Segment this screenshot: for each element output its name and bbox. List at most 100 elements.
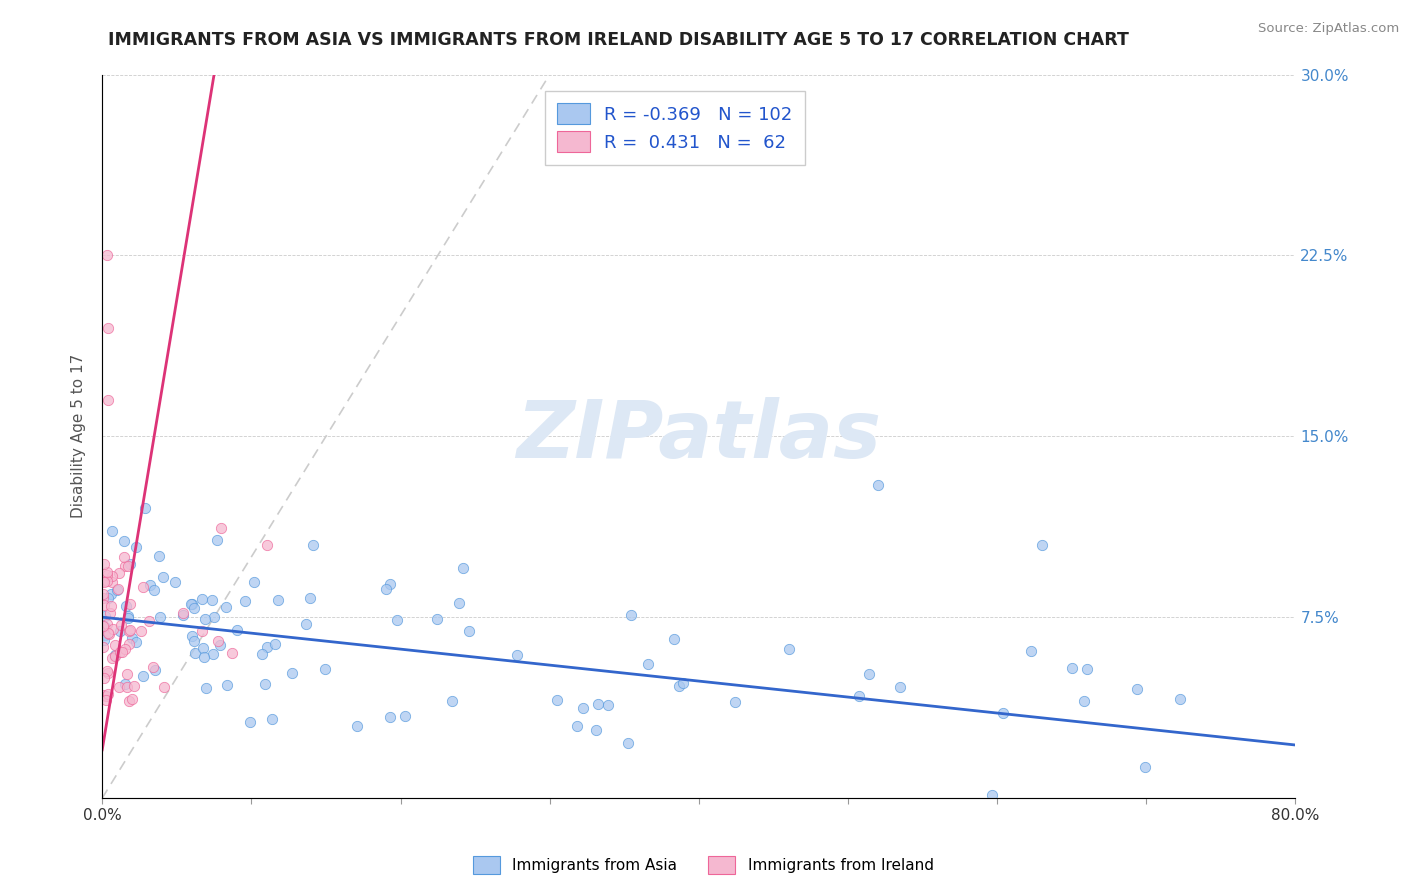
Point (97, 393, 120, 408)
Point (93, 574, 115, 589)
Point (201, 647, 224, 661)
Point (215, 600, 238, 615)
Point (153, 680, 176, 694)
Point (201, 593, 224, 607)
Point (96, 693, 118, 707)
Point (96, 568, 118, 582)
Point (121, 631, 143, 645)
Point (93, 557, 115, 571)
Point (97, 666, 120, 681)
Point (202, 609, 225, 624)
Point (97, 687, 120, 701)
Point (848, 690, 870, 704)
Point (172, 607, 194, 622)
Point (112, 549, 135, 564)
Point (637, 657, 659, 672)
Point (108, 624, 131, 638)
Point (115, 680, 138, 694)
Point (120, 623, 142, 637)
Point (163, 575, 186, 590)
Point (1031, 538, 1053, 552)
Point (115, 667, 138, 681)
Point (299, 591, 322, 605)
Point (96, 616, 118, 631)
Point (117, 559, 139, 574)
Point (260, 712, 283, 726)
Point (256, 640, 278, 655)
Point (314, 662, 336, 676)
Legend: Immigrants from Asia, Immigrants from Ireland: Immigrants from Asia, Immigrants from Ir… (467, 850, 939, 880)
Point (118, 624, 141, 639)
Point (243, 574, 266, 589)
Point (138, 614, 160, 628)
Point (668, 679, 690, 693)
Point (108, 681, 131, 695)
Point (94, 609, 117, 624)
Point (122, 679, 145, 693)
Point (858, 667, 880, 681)
Point (565, 719, 588, 733)
Point (193, 641, 215, 656)
Point (114, 677, 136, 691)
Point (980, 789, 1002, 803)
Point (215, 678, 238, 692)
Point (1060, 661, 1083, 675)
Point (1168, 691, 1191, 706)
Point (112, 533, 135, 548)
Point (172, 607, 194, 621)
Point (256, 538, 278, 552)
Point (225, 623, 247, 637)
Point (96, 566, 118, 580)
Point (97, 625, 120, 640)
Point (91, 587, 114, 601)
Point (152, 570, 174, 584)
Point (440, 694, 463, 708)
Text: Source: ZipAtlas.com: Source: ZipAtlas.com (1258, 22, 1399, 36)
Point (991, 706, 1014, 721)
Point (394, 709, 416, 723)
Point (1135, 760, 1157, 774)
Point (125, 634, 148, 648)
Point (114, 599, 136, 613)
Point (208, 639, 231, 653)
Point (94, 620, 117, 634)
Point (889, 680, 911, 694)
Point (125, 540, 148, 554)
Point (617, 736, 640, 750)
Point (97, 626, 120, 640)
Point (100, 587, 122, 601)
Point (97, 320, 120, 334)
Point (96, 591, 118, 606)
Point (108, 645, 131, 659)
Point (180, 597, 202, 611)
Text: ZIPatlas: ZIPatlas (516, 397, 882, 475)
Point (121, 691, 143, 706)
Point (107, 582, 129, 597)
Point (108, 566, 131, 580)
Point (94, 689, 117, 703)
Point (585, 723, 607, 738)
Point (195, 681, 218, 695)
Point (107, 582, 129, 597)
Point (1019, 644, 1042, 658)
Text: IMMIGRANTS FROM ASIA VS IMMIGRANTS FROM IRELAND DISABILITY AGE 5 TO 17 CORRELATI: IMMIGRANTS FROM ASIA VS IMMIGRANTS FROM … (108, 31, 1129, 49)
Point (101, 524, 124, 538)
Point (184, 646, 207, 660)
Point (118, 558, 141, 572)
Point (139, 578, 162, 592)
Point (378, 709, 401, 723)
Point (346, 718, 368, 732)
Legend: R = -0.369   N = 102, R =  0.431   N =  62: R = -0.369 N = 102, R = 0.431 N = 62 (544, 91, 806, 165)
Point (264, 637, 287, 651)
Point (93, 688, 115, 702)
Point (572, 700, 595, 714)
Point (117, 611, 139, 625)
Point (100, 575, 122, 590)
Point (143, 663, 166, 677)
Point (252, 647, 274, 661)
Point (91, 574, 114, 588)
Point (141, 660, 163, 674)
Point (118, 637, 141, 651)
Point (91, 618, 114, 632)
Point (620, 608, 643, 623)
